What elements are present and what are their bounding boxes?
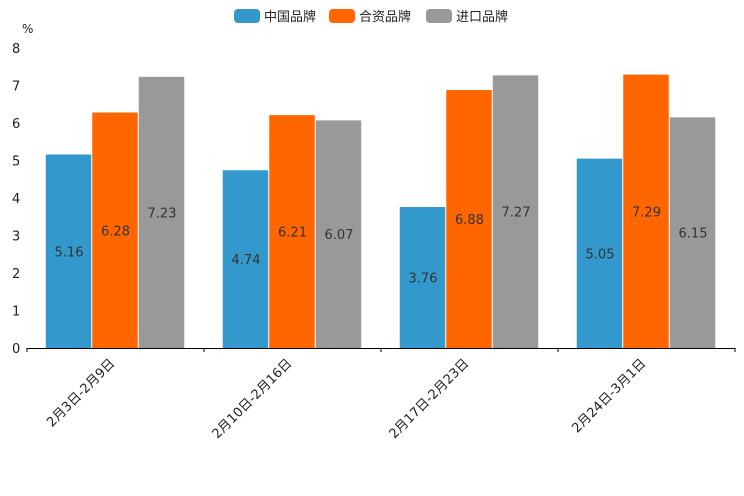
bar-labels: 5.16 4.74 3.76 5.05 6.28 6.21 6.88 7.29 7.23 6.07… <box>55 205 708 286</box>
bar <box>138 76 185 348</box>
bar-value-label: 7.29 <box>632 205 661 220</box>
bar <box>576 158 623 348</box>
y-tick-label: 3 <box>12 230 20 245</box>
legend-swatch <box>329 9 355 23</box>
legend-item[interactable]: 进口品牌 <box>426 9 508 25</box>
y-tick-label: 6 <box>12 117 20 132</box>
legend-label: 进口品牌 <box>456 9 508 25</box>
legend-swatch <box>234 9 260 23</box>
bar-value-label: 3.76 <box>409 272 438 287</box>
bar-value-label: 6.88 <box>455 213 484 228</box>
bar-value-label: 6.07 <box>325 228 354 243</box>
bar <box>92 112 138 348</box>
y-tick-label: 0 <box>12 342 20 357</box>
legend-item[interactable]: 合资品牌 <box>329 9 411 25</box>
x-axis-labels: 2月3日-2月9日 2月10日-2月16日 2月17日-2月23日 2月24日-3月1… <box>44 356 649 442</box>
bar <box>269 115 315 348</box>
bar-value-label: 6.28 <box>101 224 130 239</box>
x-category-label: 2月10日-2月16日 <box>210 356 296 442</box>
y-tick-label: 2 <box>12 267 20 282</box>
legend-label: 合资品牌 <box>359 9 411 25</box>
bar-value-label: 6.21 <box>278 226 307 241</box>
bar <box>446 90 492 348</box>
y-tick-label: 8 <box>12 42 20 57</box>
y-tick-label: 4 <box>12 192 20 207</box>
bar <box>492 75 539 348</box>
y-axis-ticks: 0 1 2 3 4 5 6 7 8 <box>12 42 20 357</box>
bar-value-label: 7.27 <box>502 206 531 221</box>
bar <box>315 120 362 348</box>
bar <box>45 154 92 348</box>
bar-value-label: 6.15 <box>679 227 708 242</box>
y-axis-unit-label: % <box>22 22 33 36</box>
x-axis-ticks <box>26 348 736 352</box>
bar <box>399 207 446 348</box>
bar-value-label: 5.05 <box>586 247 615 262</box>
legend-swatch <box>426 9 452 23</box>
bar <box>669 117 716 348</box>
y-tick-label: 1 <box>12 305 20 320</box>
bar-value-label: 4.74 <box>232 253 261 268</box>
y-tick-label: 5 <box>12 155 20 170</box>
bar <box>623 74 669 348</box>
x-category-label: 2月17日-2月23日 <box>387 356 473 442</box>
y-tick-label: 7 <box>12 80 20 95</box>
legend-item[interactable]: 中国品牌 <box>234 9 316 25</box>
x-category-label: 2月24日-3月1日 <box>569 356 649 436</box>
x-category-label: 2月3日-2月9日 <box>44 356 118 430</box>
legend: 中国品牌 合资品牌 进口品牌 <box>234 9 508 25</box>
bar <box>222 170 269 348</box>
bar-value-label: 5.16 <box>55 245 84 260</box>
legend-label: 中国品牌 <box>264 9 316 25</box>
bar-value-label: 7.23 <box>148 206 177 221</box>
bars <box>45 74 716 348</box>
